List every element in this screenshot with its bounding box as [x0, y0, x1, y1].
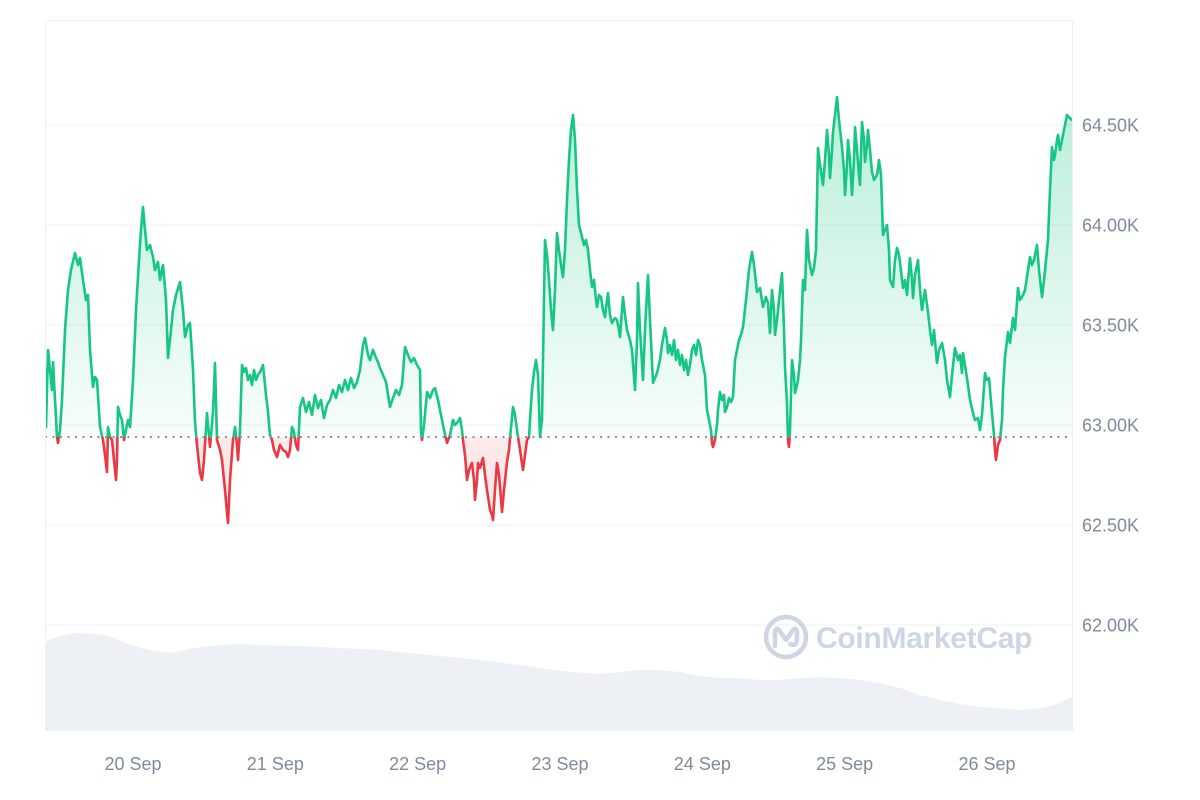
x-axis-label: 26 Sep — [958, 754, 1015, 774]
area-fill-up — [45, 97, 1072, 437]
x-axis-label: 25 Sep — [816, 754, 873, 774]
x-axis-label: 24 Sep — [674, 754, 731, 774]
price-series — [45, 95, 1072, 525]
volume-area — [45, 633, 1072, 730]
coinmarketcap-watermark: CoinMarketCap — [763, 614, 1032, 660]
x-axis-label: 22 Sep — [389, 754, 446, 774]
x-axis-labels: 20 Sep 21 Sep 22 Sep 23 Sep 24 Sep 25 Sep 26 S… — [104, 754, 1015, 774]
price-line-up — [45, 95, 1072, 437]
price-line-down — [55, 437, 1002, 525]
y-axis-label: 63.00K — [1082, 415, 1139, 435]
watermark-text: CoinMarketCap — [816, 622, 1032, 655]
y-axis-label: 64.50K — [1082, 115, 1139, 135]
plot-border — [45, 20, 1073, 731]
x-axis-label: 20 Sep — [104, 754, 161, 774]
y-axis-label: 62.50K — [1082, 515, 1139, 535]
y-axis-label: 64.00K — [1082, 215, 1139, 235]
x-axis-label: 23 Sep — [531, 754, 588, 774]
y-axis-label: 62.00K — [1082, 615, 1139, 635]
y-axis-label: 63.50K — [1082, 315, 1139, 335]
x-axis-label: 21 Sep — [247, 754, 304, 774]
y-axis-labels: 64.50K 64.00K 63.50K 63.00K 62.50K 62.00K — [1082, 115, 1139, 635]
coinmarketcap-logo-icon — [763, 614, 809, 660]
